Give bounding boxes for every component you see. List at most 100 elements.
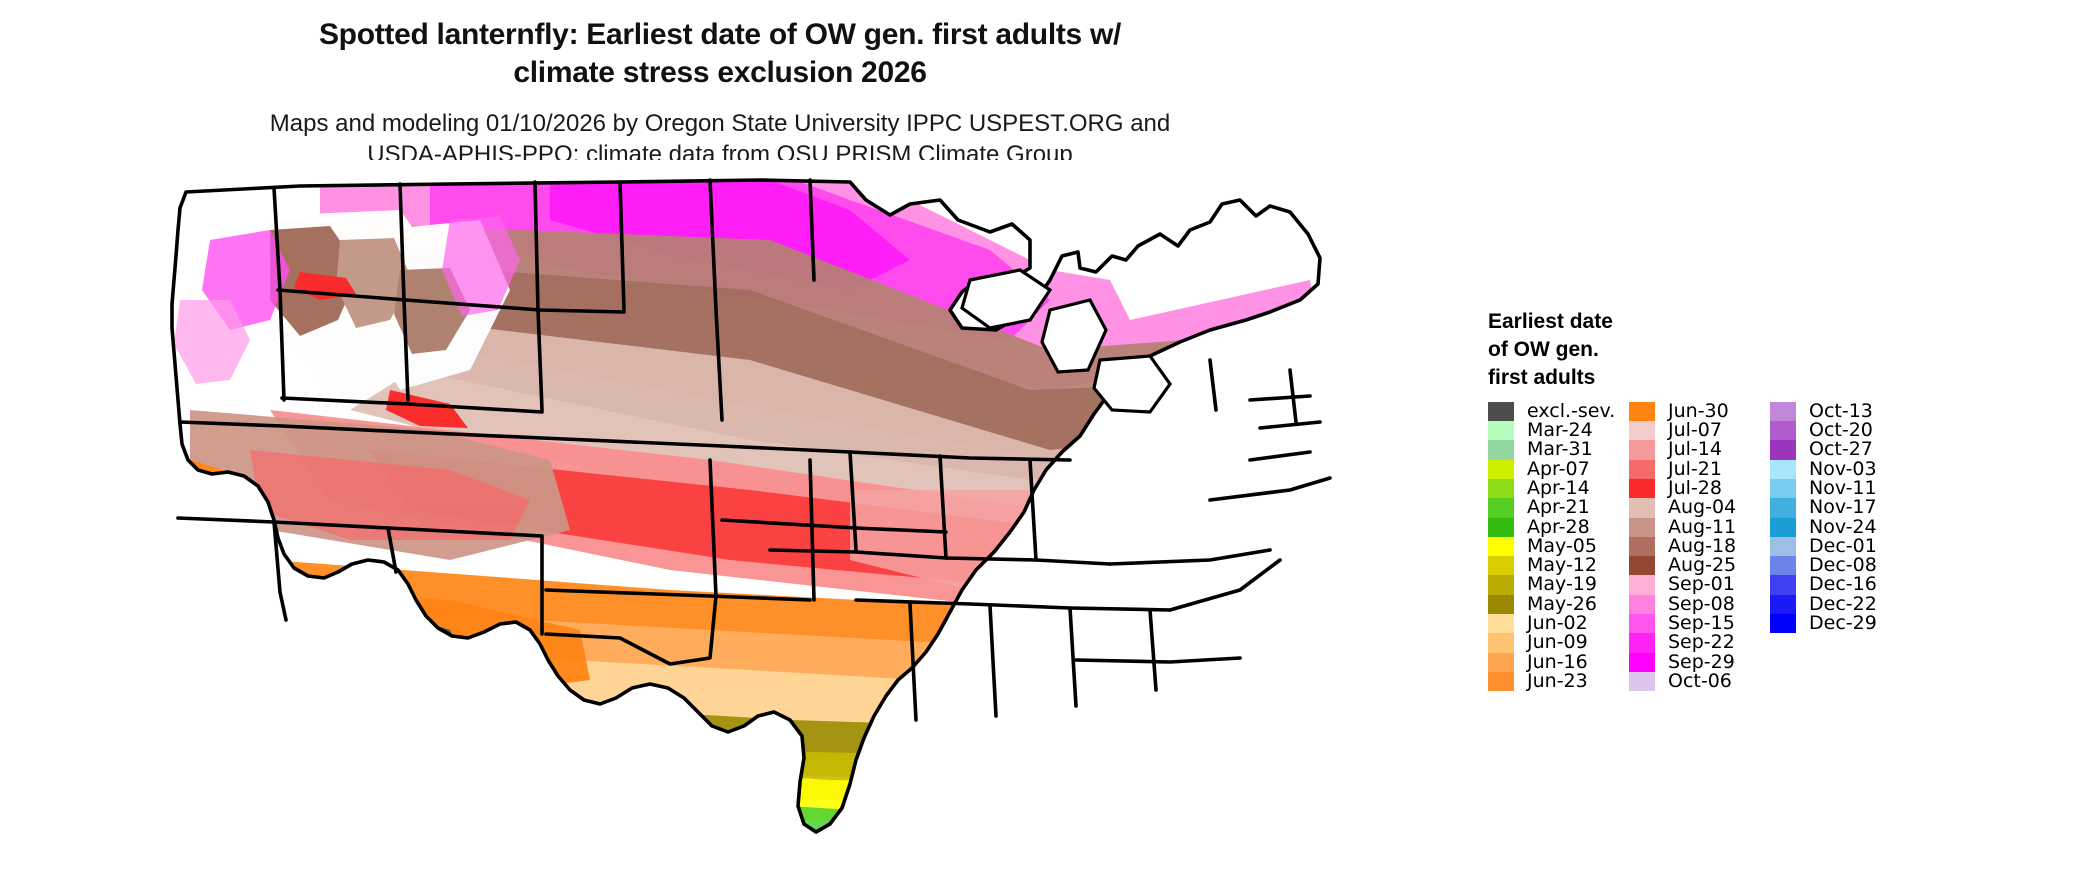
legend-color-swatch [1770,401,1796,422]
legend-color-swatch [1488,517,1514,537]
legend-item[interactable]: Jun-23 [1488,669,1629,692]
legend-column-3: Oct-13 Oct-20 Oct-27 Nov-03 Nov-11 Nov-17 Nov-… [1770,399,1920,635]
legend-color-swatch [1629,440,1655,460]
legend-item-label: Aug-25 [1668,554,1737,577]
legend-color-swatch [1770,614,1796,634]
legend-item[interactable]: Oct-20 [1770,420,1920,441]
legend-item[interactable]: Jun-02 [1488,612,1629,635]
legend-item[interactable]: Dec-16 [1770,575,1920,595]
page-title: Spotted lanternfly: Earliest date of OW … [318,18,1122,90]
legend-item[interactable]: Mar-24 [1488,419,1629,442]
legend-item[interactable]: Dec-22 [1770,592,1920,615]
legend-item[interactable]: Apr-21 [1488,496,1629,519]
legend-color-swatch [1488,652,1514,672]
us-map-svg [150,160,1470,880]
legend-item-label: Sep-22 [1668,631,1735,654]
legend-color-swatch [1488,575,1514,595]
legend-item[interactable]: Sep-15 [1629,613,1770,634]
legend-item[interactable]: Jul-28 [1629,478,1770,499]
legend-item[interactable]: Dec-01 [1770,536,1920,557]
legend-item[interactable]: excl.-sev. [1488,399,1629,422]
legend-item-label: Jun-09 [1527,631,1588,654]
legend-color-swatch [1629,421,1655,441]
legend-color-swatch [1629,498,1655,518]
legend-color-swatch [1770,478,1796,499]
legend-item[interactable]: May-26 [1488,594,1629,615]
legend-item-label: Nov-03 [1809,457,1877,480]
legend-item-label: Apr-14 [1527,476,1590,499]
legend-color-swatch [1488,614,1514,634]
legend-color-swatch [1629,671,1655,692]
legend-item-label: Jun-23 [1527,669,1588,692]
legend-color-swatch [1770,498,1796,518]
legend-item-label: Aug-04 [1668,496,1737,519]
legend-color-swatch [1488,459,1514,479]
legend-item[interactable]: May-12 [1488,555,1629,576]
legend-color-swatch [1488,401,1514,422]
legend-item[interactable]: Apr-14 [1488,476,1629,499]
legend-column-1: excl.-sev. Mar-24 Mar-31 Apr-07 Apr-14 Apr-21… [1488,399,1629,692]
legend-color-swatch [1770,517,1796,537]
legend-color-swatch [1629,652,1655,672]
legend-color-swatch [1770,556,1796,576]
legend-item-label: Oct-13 [1809,399,1873,422]
legend-item-label: excl.-sev. [1527,399,1616,422]
legend-item-label: Dec-29 [1809,612,1877,635]
legend-item-label: Nov-17 [1809,496,1877,519]
legend-item[interactable]: Sep-29 [1629,650,1770,673]
legend-color-swatch [1488,671,1514,692]
legend-color-swatch [1488,594,1514,615]
legend-item[interactable]: Dec-29 [1770,612,1920,635]
state-boundaries [170,178,1332,834]
legend-color-swatch [1629,401,1655,422]
legend-item[interactable]: Sep-08 [1629,592,1770,615]
legend-item-label: Mar-24 [1527,419,1593,442]
legend-item[interactable]: Jun-16 [1488,652,1629,672]
legend-item[interactable]: Nov-24 [1770,517,1920,537]
legend-item[interactable]: Nov-03 [1770,457,1920,480]
legend-item-label: Dec-22 [1809,592,1877,615]
legend-item-label: Nov-11 [1809,476,1877,499]
legend-item[interactable]: Oct-06 [1629,669,1770,692]
legend-color-swatch [1770,459,1796,479]
legend-color-swatch [1488,633,1514,653]
legend-item[interactable]: Jul-21 [1629,457,1770,480]
legend-item[interactable]: Sep-22 [1629,631,1770,654]
legend-item[interactable]: Mar-31 [1488,440,1629,460]
legend-item[interactable]: Aug-11 [1629,517,1770,537]
legend-item-label: Oct-27 [1809,438,1873,461]
legend-color-swatch [1488,440,1514,460]
legend-item-label: Jul-07 [1668,419,1722,442]
legend-item-label: Jun-30 [1668,399,1729,422]
legend-item[interactable]: Nov-17 [1770,496,1920,519]
legend-item[interactable]: May-19 [1488,575,1629,595]
legend-item[interactable]: Dec-08 [1770,555,1920,576]
legend-item[interactable]: Oct-27 [1770,438,1920,461]
legend-item[interactable]: Apr-28 [1488,515,1629,538]
legend-item[interactable]: Jun-30 [1629,399,1770,422]
legend-item[interactable]: Jul-07 [1629,419,1770,442]
legend-color-swatch [1770,575,1796,595]
legend-item[interactable]: Aug-04 [1629,496,1770,519]
legend-item-label: Apr-21 [1527,496,1590,519]
legend-item[interactable]: Jul-14 [1629,440,1770,460]
legend-color-swatch [1770,594,1796,615]
legend-item-label: Apr-28 [1527,515,1590,538]
legend-item[interactable]: Oct-13 [1770,399,1920,422]
legend-item[interactable]: Jun-09 [1488,631,1629,654]
legend-item[interactable]: Apr-07 [1488,459,1629,479]
legend-item[interactable]: Nov-11 [1770,476,1920,499]
legend-item-label: Jul-21 [1668,457,1722,480]
legend-item[interactable]: Aug-18 [1629,536,1770,557]
legend-item[interactable]: Sep-01 [1629,575,1770,595]
legend-item[interactable]: Aug-25 [1629,554,1770,577]
legend-color-swatch [1629,517,1655,537]
great-lakes [960,268,1172,414]
legend-item[interactable]: May-05 [1488,536,1629,557]
legend-item-label: Oct-06 [1668,669,1732,692]
legend-color-swatch [1629,459,1655,479]
legend-item-label: Sep-29 [1668,650,1735,673]
legend-item-label: Sep-08 [1668,592,1735,615]
legend-color-swatch [1629,556,1655,576]
legend-item-label: Jun-02 [1527,612,1588,635]
